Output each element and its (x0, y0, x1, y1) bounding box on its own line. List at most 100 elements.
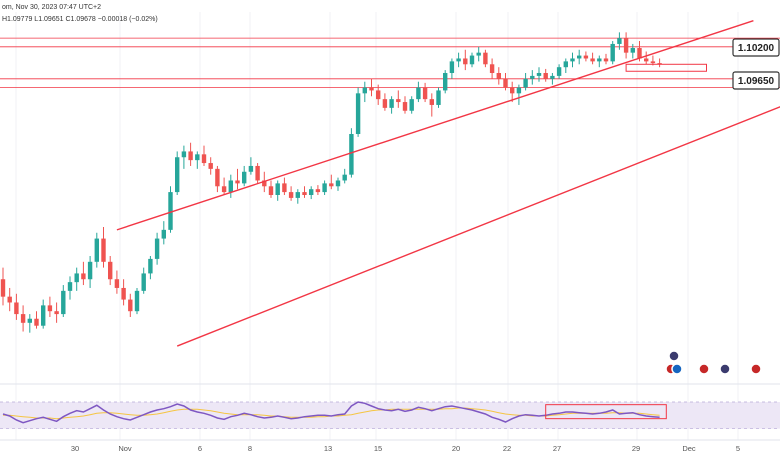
candle-body (34, 318, 39, 326)
rsi-highlight-box (545, 404, 667, 420)
candle-body (443, 73, 448, 91)
header-ohlc: H1.09779 L1.09651 C1.09678 −0.00018 (−0.… (2, 16, 158, 23)
candle-body (315, 189, 321, 193)
candle-body (516, 87, 522, 94)
candle-body (121, 287, 126, 300)
event-marker-icon[interactable] (668, 350, 680, 362)
price-tag-box (732, 38, 780, 57)
candle-body (141, 273, 146, 291)
candle-body (101, 238, 106, 262)
candle-body (456, 58, 461, 62)
candle-body (657, 63, 662, 65)
candle-body (469, 55, 475, 65)
price-tag-lower: 1.09650 (732, 71, 780, 90)
x-axis: 30 Nov 6 8 13 15 20 22 27 29 Dec 5 (0, 439, 780, 453)
price-tag-label: 1.09650 (738, 76, 775, 87)
candle-body (329, 183, 334, 187)
economic-events[interactable] (665, 350, 762, 375)
flag-eu-icon[interactable] (671, 363, 683, 375)
candle-body (188, 151, 193, 161)
price-tag-box (732, 71, 780, 90)
candle-body (463, 58, 468, 65)
candle-body (94, 238, 99, 262)
rsi-band (0, 402, 780, 429)
price-tag-upper: 1.10200 (732, 38, 780, 57)
ascending-channel (116, 20, 780, 347)
x-axis-label: 8 (248, 444, 252, 453)
candle-body (27, 318, 32, 323)
candle-body (7, 296, 12, 303)
candle-body (623, 38, 629, 53)
candle-body (255, 165, 260, 181)
flag-us-icon[interactable] (698, 363, 710, 375)
flag-us-icon[interactable] (750, 363, 762, 375)
x-axis-label: 20 (452, 444, 460, 453)
candle-body (54, 311, 59, 315)
price-tag-label: 1.10200 (738, 43, 775, 54)
candle-body (644, 58, 649, 62)
candlestick-series (0, 32, 662, 333)
candle-body (603, 58, 609, 62)
candle-body (282, 183, 287, 193)
candle-body (483, 52, 488, 65)
candle-body (161, 229, 166, 239)
candle-body (154, 238, 160, 259)
candle-body (215, 168, 220, 187)
candle-body (322, 183, 327, 193)
candle-body (369, 87, 374, 91)
candle-body (108, 261, 113, 280)
rsi-pane (0, 401, 780, 430)
candle-body (536, 73, 542, 76)
candle-body (0, 279, 6, 297)
horizontal-levels (0, 37, 780, 88)
candle-body (74, 273, 79, 283)
candle-body (577, 55, 582, 59)
candle-body (262, 180, 267, 187)
candle-body (590, 58, 595, 62)
candle-body (175, 157, 180, 193)
x-axis-label: 5 (736, 444, 740, 453)
candle-body (148, 258, 153, 274)
candle-body (349, 134, 354, 175)
candle-body (221, 186, 227, 193)
candle-body (242, 171, 247, 184)
x-axis-label: Dec (682, 444, 696, 453)
candle-body (268, 186, 274, 195)
candle-body (195, 154, 200, 161)
candle-body (422, 87, 428, 100)
candle-body (87, 261, 93, 280)
candle-body (309, 189, 314, 195)
candle-body (396, 99, 401, 103)
candle-body (389, 99, 394, 108)
candle-body (449, 61, 455, 73)
candle-body (181, 151, 187, 158)
candle-body (335, 180, 341, 187)
header-bar: om, Nov 30, 2023 07:47 UTC+2 H1.09779 L1… (2, 4, 158, 23)
candle-body (14, 302, 19, 315)
candle-body (610, 43, 615, 62)
candle-body (61, 290, 66, 315)
candle-body (476, 52, 481, 56)
channel-upper-line (116, 20, 754, 231)
header-title: om, Nov 30, 2023 07:47 UTC+2 (2, 4, 101, 11)
candle-body (637, 48, 642, 59)
candle-body (503, 78, 508, 88)
candle-body (630, 48, 635, 53)
candle-body (288, 192, 294, 198)
event-marker-icon[interactable] (719, 363, 731, 375)
candle-body (302, 192, 307, 195)
x-axis-label: 13 (324, 444, 332, 453)
rsi-line (2, 401, 660, 424)
candle-body (563, 61, 568, 68)
candle-body (523, 78, 528, 88)
candle-body (134, 290, 140, 312)
candle-body (597, 58, 602, 62)
candle-body (355, 93, 361, 134)
x-axis-label: Nov (118, 444, 132, 453)
candle-body (550, 75, 555, 79)
candle-body (81, 273, 86, 280)
channel-lower-line (176, 106, 780, 347)
candle-body (248, 165, 254, 172)
candle-body (617, 38, 622, 44)
